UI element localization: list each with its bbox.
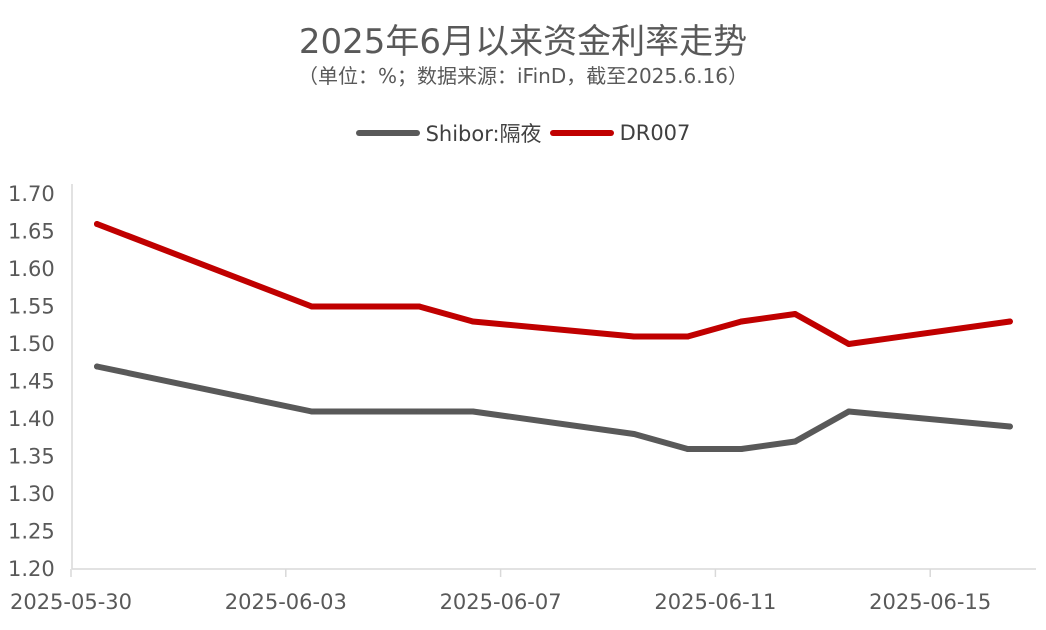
legend-label-shibor: Shibor:隔夜 xyxy=(425,122,542,146)
legend: Shibor:隔夜 DR007 xyxy=(0,118,1046,148)
data-point-shibor xyxy=(308,408,315,415)
y-tick-label: 1.55 xyxy=(8,295,55,319)
legend-item-shibor: Shibor:隔夜 xyxy=(355,118,542,148)
data-point-shibor xyxy=(416,408,423,415)
data-point-dr007 xyxy=(738,318,745,325)
data-point-shibor xyxy=(362,408,369,415)
legend-label-dr007: DR007 xyxy=(619,121,691,145)
y-tick-label: 1.50 xyxy=(8,332,55,356)
chart-subtitle: （单位：%；数据来源：iFinD，截至2025.6.16） xyxy=(297,64,749,88)
series-line-shibor xyxy=(94,363,1013,452)
data-point-dr007 xyxy=(845,341,852,347)
data-point-dr007 xyxy=(684,333,691,340)
data-point-shibor xyxy=(845,408,852,415)
x-tick-label: 2025-06-15 xyxy=(869,590,991,614)
x-tick-label: 2025-06-11 xyxy=(654,590,776,614)
data-point-shibor xyxy=(631,431,637,437)
data-point-dr007 xyxy=(308,303,315,310)
legend-swatch-dr007 xyxy=(549,130,614,136)
legend-item-dr007: DR007 xyxy=(549,121,691,145)
data-point-shibor xyxy=(469,408,476,415)
data-point-shibor xyxy=(1006,423,1013,430)
x-tick-label: 2025-06-03 xyxy=(225,590,347,614)
y-tick-label: 1.20 xyxy=(8,557,55,581)
y-tick-label: 1.60 xyxy=(8,257,55,281)
chart-title: 2025年6月以来资金利率走势 xyxy=(298,22,748,62)
data-point-dr007 xyxy=(362,303,369,310)
data-point-shibor xyxy=(738,446,745,452)
data-point-dr007 xyxy=(631,333,637,340)
data-point-dr007 xyxy=(792,311,799,317)
data-point-shibor xyxy=(684,446,691,452)
y-tick-label: 1.65 xyxy=(8,220,55,244)
y-tick-label: 1.30 xyxy=(8,482,55,506)
x-tick-label: 2025-05-30 xyxy=(10,590,132,614)
legend-swatch-shibor xyxy=(355,130,420,136)
y-tick-label: 1.40 xyxy=(8,407,55,431)
x-tick-label: 2025-06-07 xyxy=(440,590,562,614)
data-point-shibor xyxy=(792,438,799,445)
data-point-shibor xyxy=(94,363,100,370)
y-tick-label: 1.70 xyxy=(8,182,55,206)
data-point-dr007 xyxy=(94,221,100,227)
series-line-dr007 xyxy=(94,221,1013,347)
y-tick-label: 1.25 xyxy=(8,520,55,544)
data-point-dr007 xyxy=(416,303,423,310)
data-point-dr007 xyxy=(469,318,476,325)
data-point-dr007 xyxy=(1006,318,1013,325)
y-tick-label: 1.45 xyxy=(8,370,55,394)
y-tick-label: 1.35 xyxy=(8,445,55,469)
